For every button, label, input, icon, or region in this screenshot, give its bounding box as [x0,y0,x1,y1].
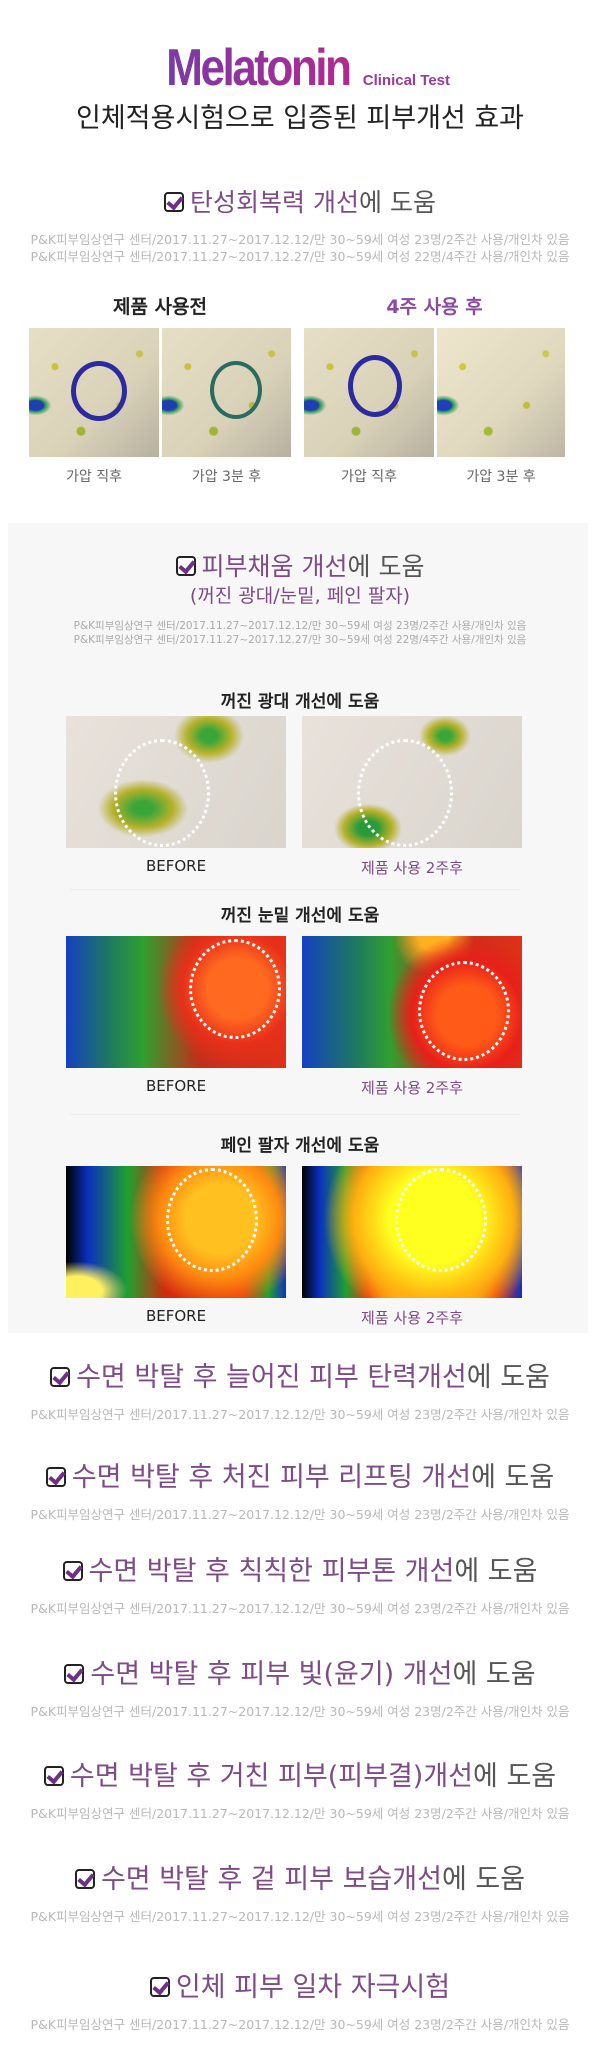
heading-rest: 에 도움 [473,1761,557,1792]
heading-highlight: 수면 박탈 후 피부 빛(윤기) 개선 [90,1659,453,1690]
result-heading: 수면 박탈 후 피부 빛(윤기) 개선에 도움 [0,1659,600,1691]
under-eye-before-image [66,936,286,1068]
study-note: P&K피부임상연구 센터/2017.11.27~2017.12.27/만 30~… [30,249,570,264]
study-note: P&K피부임상연구 센터/2017.11.27~2017.12.12/만 30~… [73,620,527,632]
result-heading: 수면 박탈 후 칙칙한 피부톤 개선에 도움 [0,1556,600,1588]
heading-rest: 에 도움 [466,1362,550,1393]
study-note: P&K피부임상연구 센터/2017.11.27~2017.12.12/만 30~… [30,232,570,247]
study-note: P&K피부임상연구 센터/2017.11.27~2017.12.12/만 30~… [30,2017,570,2032]
checkbox-icon [164,192,185,212]
heading-rest: 에 도움 [452,1659,536,1690]
before-caption: BEFORE [145,1077,207,1095]
heading-highlight: 피부채움 개선 [201,552,348,581]
checkbox-icon [64,1664,85,1684]
heading-rest: 에 도움 [471,1462,555,1493]
heading-highlight: 수면 박탈 후 겉 피부 보습개선 [100,1864,442,1895]
skin-image [162,328,291,457]
result-heading: 수면 박탈 후 겉 피부 보습개선에 도움 [0,1864,600,1896]
before-label: 제품 사용전 [112,296,207,318]
heading-rest: 에 도움 [454,1556,538,1587]
heading-rest: 에 도움 [441,1864,526,1895]
study-note: P&K피부임상연구 센터/2017.11.27~2017.12.12/만 30~… [30,1909,570,1924]
skin-image [304,328,434,457]
group-title: 꺼진 광대 개선에 도움 [220,692,380,712]
after-caption: 제품 사용 2주후 [361,1309,463,1327]
checkbox-icon [149,1977,170,1997]
after-caption: 제품 사용 2주후 [361,859,463,877]
result-heading: 인체 피부 일차 자극시험 [0,1972,600,2004]
checkbox-icon [43,1766,64,1786]
group-title: 꺼진 눈밑 개선에 도움 [220,906,380,926]
before-caption: BEFORE [145,857,207,875]
heading-rest: 에 도움 [347,552,425,581]
checkbox-icon [175,556,196,576]
study-note: P&K피부임상연구 센터/2017.11.27~2017.12.12/만 30~… [30,1704,570,1719]
study-note: P&K피부임상연구 센터/2017.11.27~2017.12.12/만 30~… [30,1806,570,1821]
study-note: P&K피부임상연구 센터/2017.11.27~2017.12.12/만 30~… [30,1601,570,1616]
skin-image [437,328,565,457]
study-note: P&K피부임상연구 센터/2017.11.27~2017.12.12/만 30~… [30,1507,570,1522]
brand-subtitle: Clinical Test [362,72,450,89]
heading-highlight: 수면 박탈 후 늘어진 피부 탄력개선 [76,1362,467,1393]
checkbox-icon [45,1467,66,1487]
after-label: 4주 사용 후 [386,296,483,318]
heading-highlight: 수면 박탈 후 거친 피부(피부결)개선 [69,1761,474,1792]
nasolabial-after-image [302,1166,522,1298]
under-eye-after-image [302,936,522,1068]
checkbox-icon [62,1561,83,1581]
before-caption: BEFORE [145,1307,207,1325]
checkbox-icon [74,1869,95,1889]
after-caption: 제품 사용 2주후 [361,1079,463,1097]
skin-image [29,328,159,457]
cheek-before-image [66,716,286,848]
heading-highlight: 수면 박탈 후 처진 피부 리프팅 개선 [71,1462,472,1493]
section-elasticity-heading: 탄성회복력 개선에 도움 [0,187,600,219]
result-heading: 수면 박탈 후 처진 피부 리프팅 개선에 도움 [0,1462,600,1494]
divider [70,889,520,890]
cheek-after-image [302,716,522,848]
nasolabial-before-image [66,1166,286,1298]
heading-highlight: 수면 박탈 후 칙칙한 피부톤 개선 [88,1556,455,1587]
checkbox-icon [50,1367,71,1387]
heading-highlight: 탄성회복력 개선 [190,188,359,217]
section-filling-heading: 피부채움 개선에 도움 [0,551,600,583]
heading-rest: 에 도움 [359,188,436,217]
image-caption: 가압 3분 후 [191,469,262,485]
study-note: P&K피부임상연구 센터/2017.11.27~2017.12.27/만 30~… [73,634,527,646]
image-caption: 가압 직후 [341,469,397,485]
group-title: 페인 팔자 개선에 도움 [220,1136,380,1156]
section-filling-sub: (꺼진 광대/눈밑, 페인 팔자) [189,585,411,607]
brand-title: Melatonin [166,39,352,97]
result-heading: 수면 박탈 후 거친 피부(피부결)개선에 도움 [0,1761,600,1793]
divider [70,1114,520,1115]
brand-logo: Melatonin Clinical Test [0,38,600,98]
study-note: P&K피부임상연구 센터/2017.11.27~2017.12.12/만 30~… [30,1407,570,1422]
result-heading: 수면 박탈 후 늘어진 피부 탄력개선에 도움 [0,1362,600,1394]
page-subtitle: 인체적용시험으로 입증된 피부개선 효과 [75,103,525,134]
heading-highlight: 인체 피부 일차 자극시험 [175,1972,451,2003]
image-caption: 가압 직후 [66,469,122,485]
image-caption: 가압 3분 후 [466,469,536,485]
